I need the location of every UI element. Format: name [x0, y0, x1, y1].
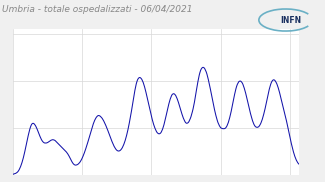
- Text: Umbria - totale ospedalizzati - 06/04/2021: Umbria - totale ospedalizzati - 06/04/20…: [2, 5, 193, 14]
- Text: INFN: INFN: [280, 15, 301, 25]
